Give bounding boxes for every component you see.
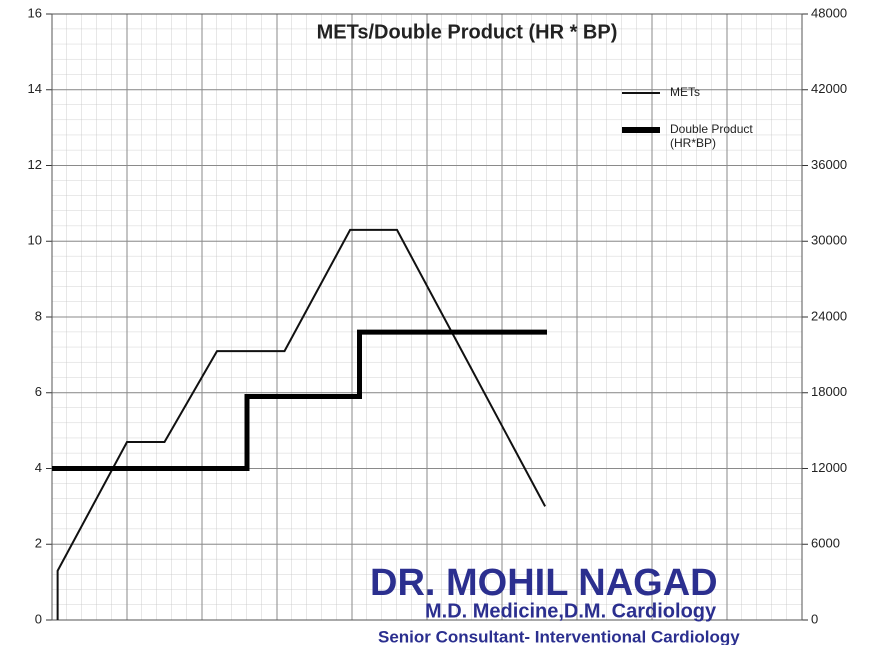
y2-tick-label: 30000 — [811, 233, 847, 248]
y2-tick-label: 6000 — [811, 536, 840, 551]
stamp-role: Senior Consultant- Interventional Cardio… — [378, 627, 740, 645]
y2-tick-label: 0 — [811, 611, 818, 626]
y-tick-label: 14 — [28, 81, 42, 96]
series-line — [52, 329, 547, 471]
y2-tick-label: 24000 — [811, 308, 847, 323]
y-tick-label: 10 — [28, 233, 42, 248]
plot-frame — [51, 13, 803, 621]
stamp-degree: M.D. Medicine,D.M. Cardiology — [425, 600, 717, 622]
legend-label: Double Product (HR*BP) — [670, 122, 753, 150]
y-tick-label: 12 — [28, 157, 42, 172]
y-tick-label: 0 — [35, 611, 42, 626]
stamp-name: DR. MOHIL NAGAD — [370, 562, 718, 604]
y2-tick-label: 48000 — [811, 5, 847, 20]
y-tick-label: 16 — [28, 5, 42, 20]
series-line — [56, 228, 547, 620]
legend-label: METs — [670, 85, 700, 99]
chart-title: METs/Double Product (HR * BP) — [317, 21, 618, 43]
y2-tick-label: 12000 — [811, 460, 847, 475]
y-tick-label: 4 — [35, 460, 42, 475]
y-tick-label: 8 — [35, 308, 42, 323]
y-tick-label: 6 — [35, 384, 42, 399]
plot: 0 2 4 6 8 10 12 14 16 0 6000 12000 18000 24000 30000 36… — [28, 5, 848, 626]
y2-tick-label: 42000 — [811, 81, 847, 96]
y2-tick-label: 18000 — [811, 384, 847, 399]
y-tick-label: 2 — [35, 536, 42, 551]
y2-tick-label: 36000 — [811, 157, 847, 172]
